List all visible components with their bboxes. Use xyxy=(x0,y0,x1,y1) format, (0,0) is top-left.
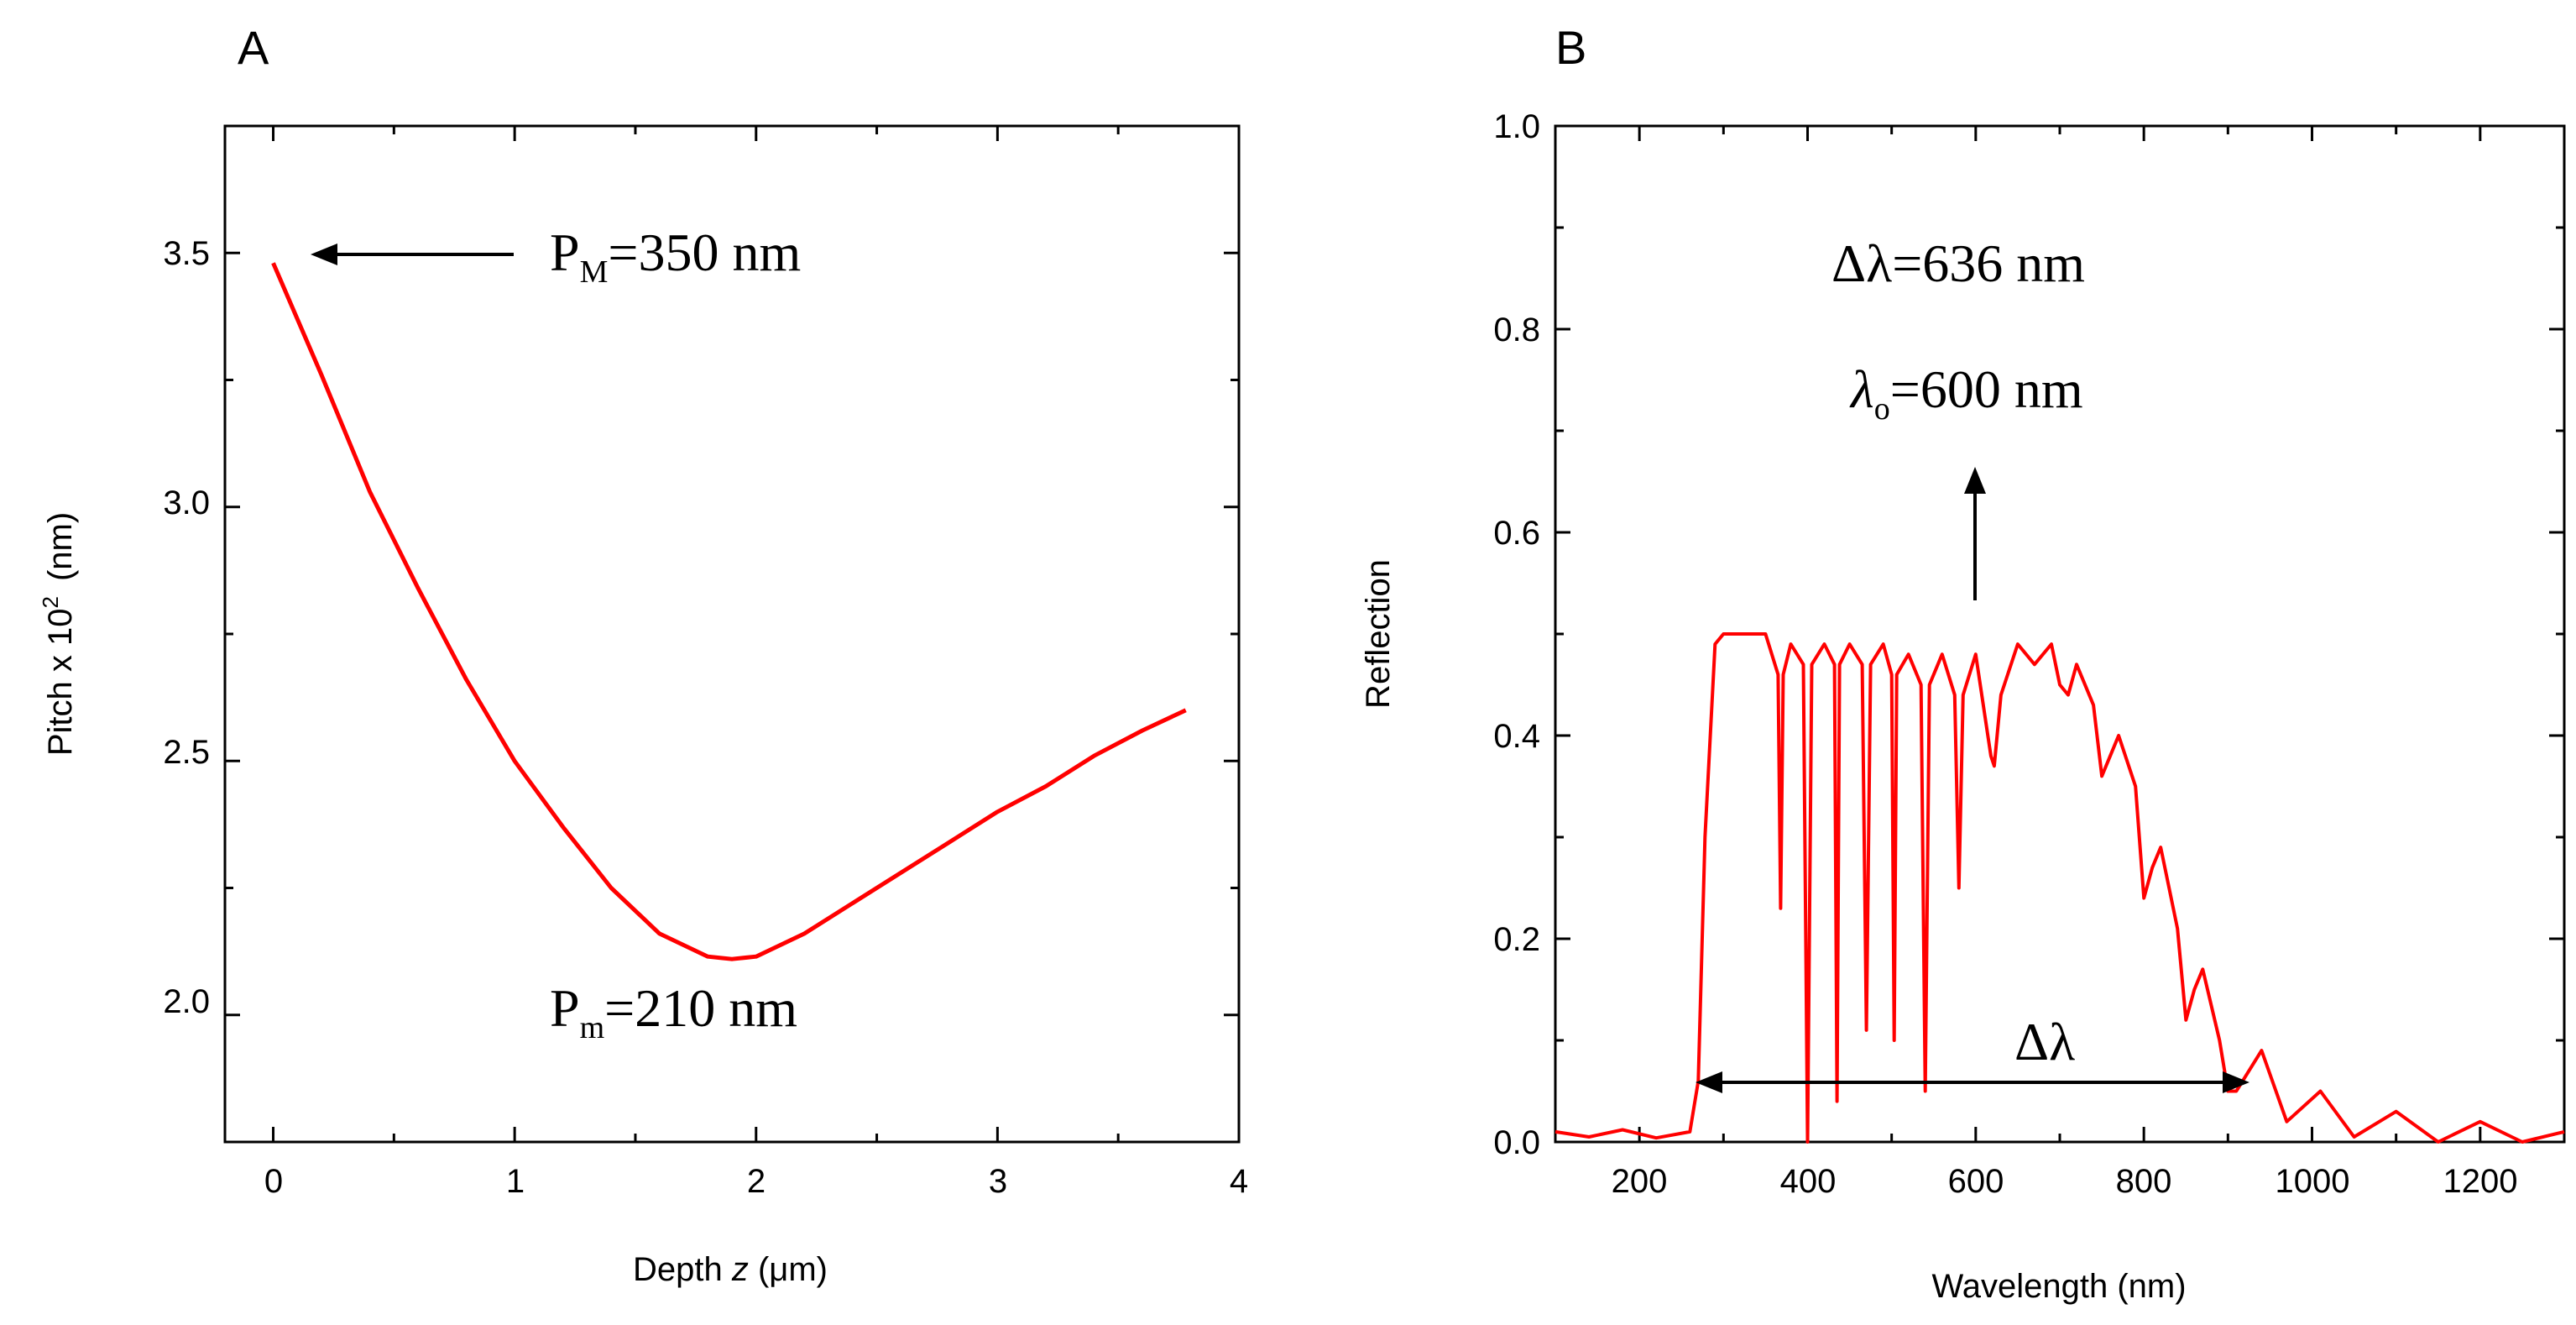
y-tick-label: 3.0 xyxy=(163,484,210,521)
y-tick-label: 0.4 xyxy=(1493,718,1540,755)
panel-a-series-line xyxy=(271,262,1187,961)
bandwidth-annotation: Δλ=636 nm xyxy=(1831,233,2085,293)
bandwidth-arrow xyxy=(1696,1071,2249,1093)
x-tick-label: 1200 xyxy=(2443,1163,2518,1200)
panel-b: B 200 400 600 800 1000 1200 0.0 0.2 0.4 … xyxy=(1360,21,2566,1305)
y-tick-label: 0.8 xyxy=(1493,312,1540,348)
panel-b-ticks xyxy=(1555,124,2564,1144)
panel-a-x-axis-title: Depth z (μm) xyxy=(633,1251,828,1288)
x-tick-label: 600 xyxy=(1948,1163,2004,1200)
panel-b-label: B xyxy=(1555,21,1586,74)
y-tick-label: 2.0 xyxy=(163,983,210,1020)
x-tick-label: 4 xyxy=(1230,1163,1248,1200)
bandwidth-arrow-label: Δλ xyxy=(2014,1012,2075,1071)
panel-a-label: A xyxy=(238,21,269,74)
panel-a-ticks xyxy=(225,124,1241,1144)
x-tick-label: 0 xyxy=(264,1163,283,1200)
panel-b-y-tick-labels: 0.0 0.2 0.4 0.6 0.8 1.0 xyxy=(1493,108,1540,1161)
y-tick-label: 0.2 xyxy=(1493,921,1540,958)
panel-b-series-line xyxy=(1554,632,2565,1144)
panel-a: A 0 1 2 3 4 2.0 2.5 3.0 3.5 Depth z (μm)… xyxy=(38,21,1248,1288)
x-tick-label: 1 xyxy=(506,1163,525,1200)
upward-arrow xyxy=(1964,467,1986,600)
x-tick-label: 200 xyxy=(1612,1163,1668,1200)
pitch-max-arrow xyxy=(311,244,514,265)
pitch-max-annotation: PM=350 nm xyxy=(550,223,801,290)
y-tick-label: 1.0 xyxy=(1493,108,1540,145)
x-tick-label: 1000 xyxy=(2276,1163,2350,1200)
panel-b-y-axis-title: Reflection xyxy=(1360,559,1397,709)
pitch-min-annotation: Pm=210 nm xyxy=(550,978,797,1045)
panel-a-x-tick-labels: 0 1 2 3 4 xyxy=(264,1163,1248,1200)
y-tick-label: 3.5 xyxy=(163,235,210,272)
x-tick-label: 400 xyxy=(1780,1163,1837,1200)
y-tick-label: 0.0 xyxy=(1493,1124,1540,1161)
x-tick-label: 2 xyxy=(747,1163,765,1200)
y-tick-label: 0.6 xyxy=(1493,515,1540,552)
panel-b-x-tick-labels: 200 400 600 800 1000 1200 xyxy=(1612,1163,2518,1200)
center-wavelength-annotation: λo=600 nm xyxy=(1849,359,2083,427)
panel-b-x-axis-title: Wavelength (nm) xyxy=(1931,1268,2186,1305)
y-tick-label: 2.5 xyxy=(163,734,210,771)
x-tick-label: 800 xyxy=(2116,1163,2172,1200)
x-tick-label: 3 xyxy=(989,1163,1007,1200)
panel-a-y-tick-labels: 2.0 2.5 3.0 3.5 xyxy=(163,235,210,1020)
panel-a-y-axis-title: Pitch x 102(nm) xyxy=(38,512,79,756)
